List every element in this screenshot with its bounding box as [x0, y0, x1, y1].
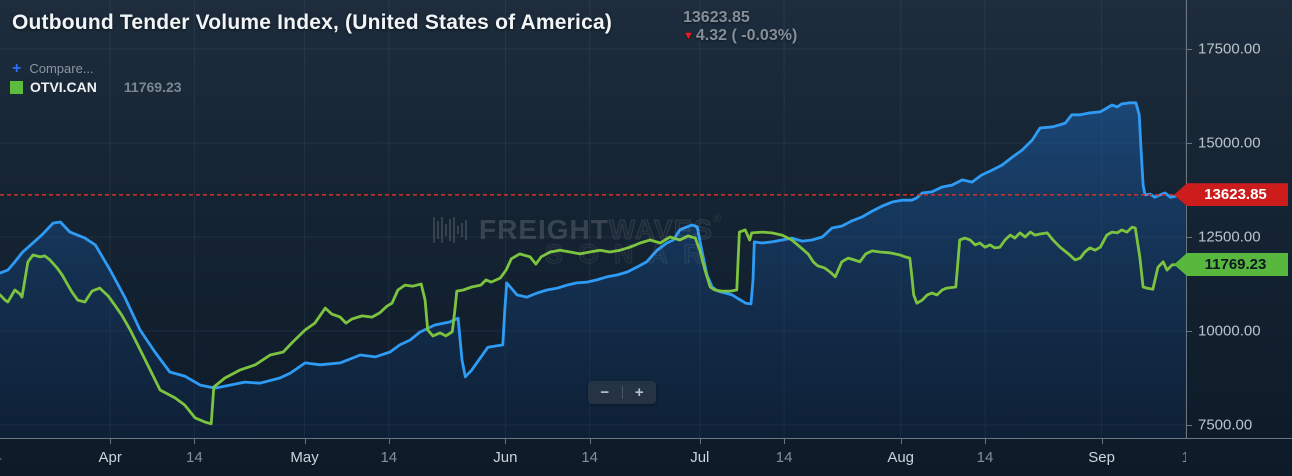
time-axis-label: Jul: [690, 449, 710, 466]
price-axis-tick: [1187, 49, 1192, 50]
price-axis-tick: [1187, 425, 1192, 426]
time-axis-label: 14: [186, 449, 203, 466]
time-axis-label: 1: [1181, 449, 1186, 466]
zoom-in-button[interactable]: +: [634, 384, 644, 401]
time-axis-tick: [1101, 439, 1103, 444]
quote-block: 13623.85 ▼ 4.32 ( -0.03%): [683, 9, 797, 45]
series-value: 11769.23: [123, 79, 182, 95]
time-axis-tick: [589, 439, 591, 444]
last-value: 13623.85: [683, 9, 750, 26]
time-axis-label: 14: [775, 449, 793, 466]
time-axis-tick: [110, 439, 112, 444]
time-axis-tick: [505, 439, 507, 444]
time-axis-label: 14: [0, 449, 2, 466]
time-axis-label: Aug: [887, 449, 915, 466]
usa-area-fill: [0, 102, 1186, 438]
zoom-control: − +: [588, 381, 656, 404]
divider: [621, 386, 623, 399]
series-symbol: OTVI.CAN: [30, 79, 97, 95]
compare-button[interactable]: + Compare...: [12, 60, 94, 78]
time-axis-label: May: [290, 449, 319, 466]
time-axis-label: 14: [380, 449, 398, 466]
time-axis-tick: [304, 439, 306, 444]
time-axis-label: Apr: [98, 449, 122, 466]
time-labels: 14 Apr 14 May 14 Jun 14 Jul 14 Aug 14 Sep 1: [0, 439, 1186, 476]
chart-title: Outbound Tender Volume Index, (United St…: [12, 11, 613, 34]
price-axis-tick: [1187, 143, 1192, 144]
price-axis-label: 17500.00: [1198, 40, 1261, 58]
last-price-badge: 13623.85: [1174, 183, 1288, 207]
time-axis[interactable]: 14 Apr 14 May 14 Jun 14 Jul 14 Aug 14 Sep 1: [0, 438, 1292, 476]
zoom-out-button[interactable]: −: [600, 384, 610, 401]
time-axis-tick: [985, 439, 986, 444]
time-axis-label: Sep: [1088, 449, 1115, 466]
price-axis-tick: [1187, 331, 1192, 332]
time-axis-tick: [900, 439, 902, 444]
time-axis-tick: [194, 439, 196, 444]
down-arrow-icon: ▼: [683, 30, 694, 42]
time-axis-tick: [699, 439, 701, 444]
price-axis[interactable]: 17500.00 15000.00 12500.00 10000.00 7500.00: [1186, 0, 1292, 438]
time-axis-label: 14: [976, 449, 994, 466]
compare-label: Compare...: [29, 61, 94, 76]
price-axis-label: 10000.00: [1198, 322, 1261, 340]
price-axis-label: 12500.00: [1198, 228, 1261, 246]
compare-price-badge: 11769.23: [1174, 253, 1288, 276]
change-row: ▼ 4.32 ( -0.03%): [683, 27, 797, 45]
chart-canvas[interactable]: [0, 0, 1186, 438]
series-color-swatch: [10, 81, 23, 94]
plus-icon: +: [12, 60, 22, 77]
plot-area[interactable]: FREIGHTWAVES® SONAR Outbound Tender Volu…: [0, 0, 1186, 438]
time-axis-label: Jun: [493, 449, 518, 466]
usa-series-line: [0, 101, 1186, 390]
price-axis-tick: [1187, 237, 1192, 238]
legend-item-otvi-can[interactable]: OTVI.CAN 11769.23: [10, 79, 182, 97]
time-axis-tick: [388, 439, 390, 444]
price-axis-label: 15000.00: [1198, 134, 1261, 152]
time-axis-label: 14: [581, 449, 599, 466]
change-text: 4.32 ( -0.03%): [695, 27, 798, 44]
canada-series-line: [0, 225, 1186, 426]
price-axis-label: 7500.00: [1198, 416, 1253, 434]
time-axis-tick: [784, 439, 786, 444]
